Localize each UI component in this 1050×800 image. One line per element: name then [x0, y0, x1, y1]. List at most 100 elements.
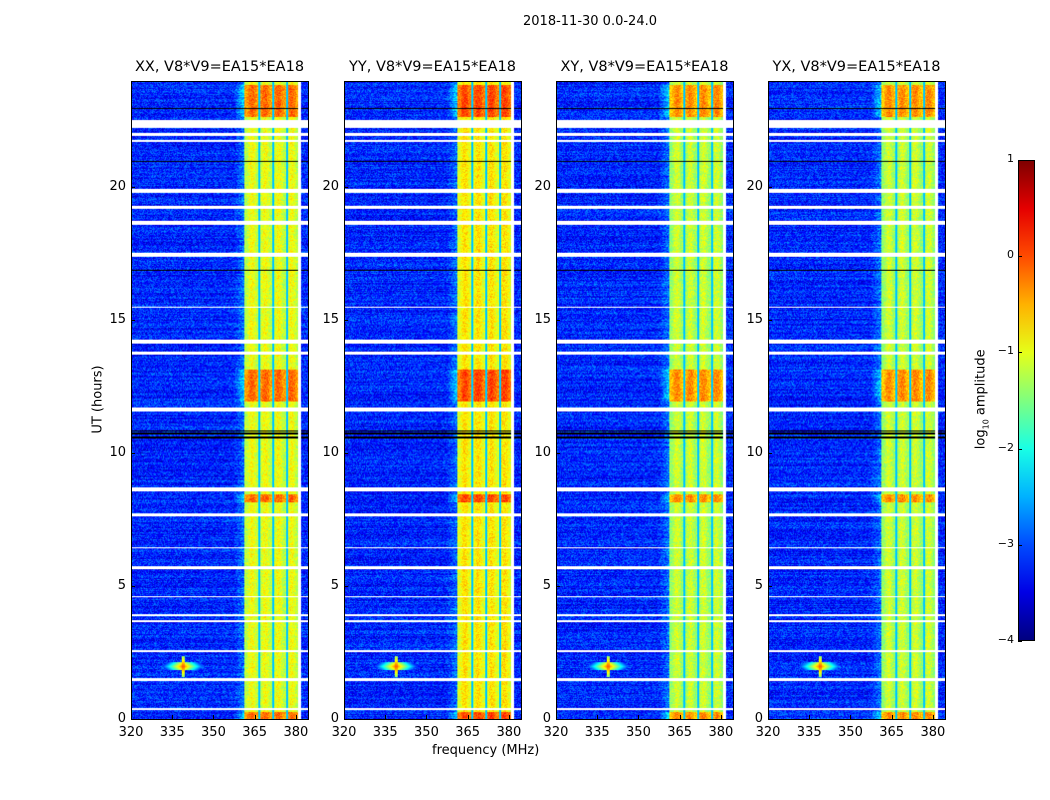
x-tick-label: 320	[118, 725, 144, 740]
y-tick-label: 15	[746, 312, 763, 328]
x-tick-label: 335	[584, 725, 610, 740]
heatmap-image	[132, 82, 308, 719]
heatmap-image	[769, 82, 945, 719]
x-tick-label: 350	[626, 725, 651, 740]
x-tick-mark	[891, 715, 893, 719]
y-tick-label: 5	[542, 578, 551, 594]
y-axis-label: UT (hours)	[90, 365, 106, 434]
x-tick-label: 320	[331, 725, 357, 740]
x-tick-mark	[597, 715, 599, 719]
y-tick-label: 0	[754, 711, 763, 726]
x-tick-label: 350	[414, 725, 439, 740]
y-tick-label: 20	[322, 179, 339, 195]
colorbar-tick-label: −1	[997, 344, 1014, 358]
y-tick-label: 10	[534, 445, 551, 461]
colorbar-tick-mark	[1018, 160, 1022, 161]
x-tick-label: 380	[496, 725, 522, 740]
heatmap-panel	[344, 81, 522, 720]
x-tick-label: 365	[667, 725, 693, 740]
y-tick-mark	[556, 453, 560, 455]
colorbar	[1018, 160, 1035, 641]
panel-title: XX, V8*V9=EA15*EA18	[134, 59, 305, 75]
figure-title: 2018-11-30 0.0-24.0	[523, 14, 657, 29]
y-tick-label: 5	[330, 578, 339, 594]
y-tick-mark	[344, 719, 348, 720]
x-tick-mark	[679, 715, 681, 719]
x-tick-mark	[213, 715, 215, 719]
y-tick-mark	[131, 320, 135, 322]
y-tick-mark	[768, 187, 772, 189]
heatmap-image	[345, 82, 521, 719]
x-tick-label: 365	[879, 725, 905, 740]
x-tick-label: 320	[543, 725, 569, 740]
colorbar-tick-label: −3	[997, 536, 1014, 550]
x-tick-label: 380	[920, 725, 946, 740]
colorbar-tick-mark	[1018, 256, 1022, 258]
x-tick-mark	[720, 715, 722, 719]
y-tick-label: 10	[322, 445, 339, 461]
x-tick-mark	[850, 715, 852, 719]
panel-title: YX, V8*V9=EA15*EA18	[772, 59, 941, 75]
y-tick-label: 10	[746, 445, 763, 461]
y-tick-mark	[556, 187, 560, 189]
y-tick-mark	[131, 586, 135, 588]
x-tick-label: 365	[242, 725, 268, 740]
x-tick-mark	[932, 715, 934, 719]
y-tick-label: 5	[754, 578, 763, 594]
y-tick-label: 20	[109, 179, 126, 195]
y-tick-label: 15	[322, 312, 339, 328]
x-tick-mark	[508, 715, 510, 719]
y-tick-mark	[556, 719, 560, 720]
colorbar-tick-mark	[1018, 641, 1022, 642]
x-tick-mark	[556, 715, 557, 719]
colorbar-tick-mark	[1018, 448, 1022, 450]
x-tick-mark	[638, 715, 640, 719]
x-tick-mark	[131, 715, 132, 719]
y-tick-mark	[131, 187, 135, 189]
y-tick-mark	[768, 320, 772, 322]
x-tick-label: 335	[796, 725, 822, 740]
colorbar-label-subscript: 10	[981, 419, 991, 430]
y-tick-label: 5	[117, 578, 126, 594]
y-tick-label: 10	[109, 445, 126, 461]
colorbar-tick-mark	[1018, 544, 1022, 546]
y-tick-mark	[344, 586, 348, 588]
colorbar-label-amplitude: amplitude	[973, 349, 989, 420]
x-axis-label: frequency (MHz)	[432, 743, 540, 758]
heatmap-panel	[768, 81, 946, 720]
x-tick-mark	[254, 715, 256, 719]
x-tick-label: 365	[455, 725, 481, 740]
y-tick-label: 15	[109, 312, 126, 328]
y-tick-label: 20	[746, 179, 763, 195]
y-tick-mark	[556, 586, 560, 588]
y-tick-mark	[131, 719, 135, 720]
panel-title: XY, V8*V9=EA15*EA18	[560, 59, 729, 75]
x-tick-label: 335	[159, 725, 185, 740]
y-tick-mark	[131, 453, 135, 455]
y-tick-label: 0	[117, 711, 126, 726]
y-tick-label: 0	[542, 711, 551, 726]
colorbar-tick-label: 1	[1007, 152, 1014, 165]
y-tick-mark	[768, 453, 772, 455]
y-tick-mark	[768, 719, 772, 720]
x-tick-mark	[467, 715, 469, 719]
heatmap-panel	[131, 81, 309, 720]
x-tick-label: 380	[283, 725, 309, 740]
colorbar-tick-label: 0	[1007, 248, 1014, 262]
y-tick-mark	[768, 586, 772, 588]
y-tick-mark	[344, 187, 348, 189]
x-tick-mark	[768, 715, 769, 719]
x-tick-label: 350	[201, 725, 226, 740]
heatmap-panel	[556, 81, 734, 720]
y-tick-mark	[344, 453, 348, 455]
x-tick-label: 335	[372, 725, 398, 740]
x-tick-label: 380	[708, 725, 734, 740]
x-tick-mark	[385, 715, 387, 719]
x-tick-mark	[809, 715, 811, 719]
heatmap-image	[557, 82, 733, 719]
y-tick-label: 20	[534, 179, 551, 195]
panel-title: YY, V8*V9=EA15*EA18	[349, 59, 516, 75]
x-tick-mark	[295, 715, 297, 719]
y-tick-label: 15	[534, 312, 551, 328]
colorbar-tick-label: −4	[997, 633, 1014, 646]
